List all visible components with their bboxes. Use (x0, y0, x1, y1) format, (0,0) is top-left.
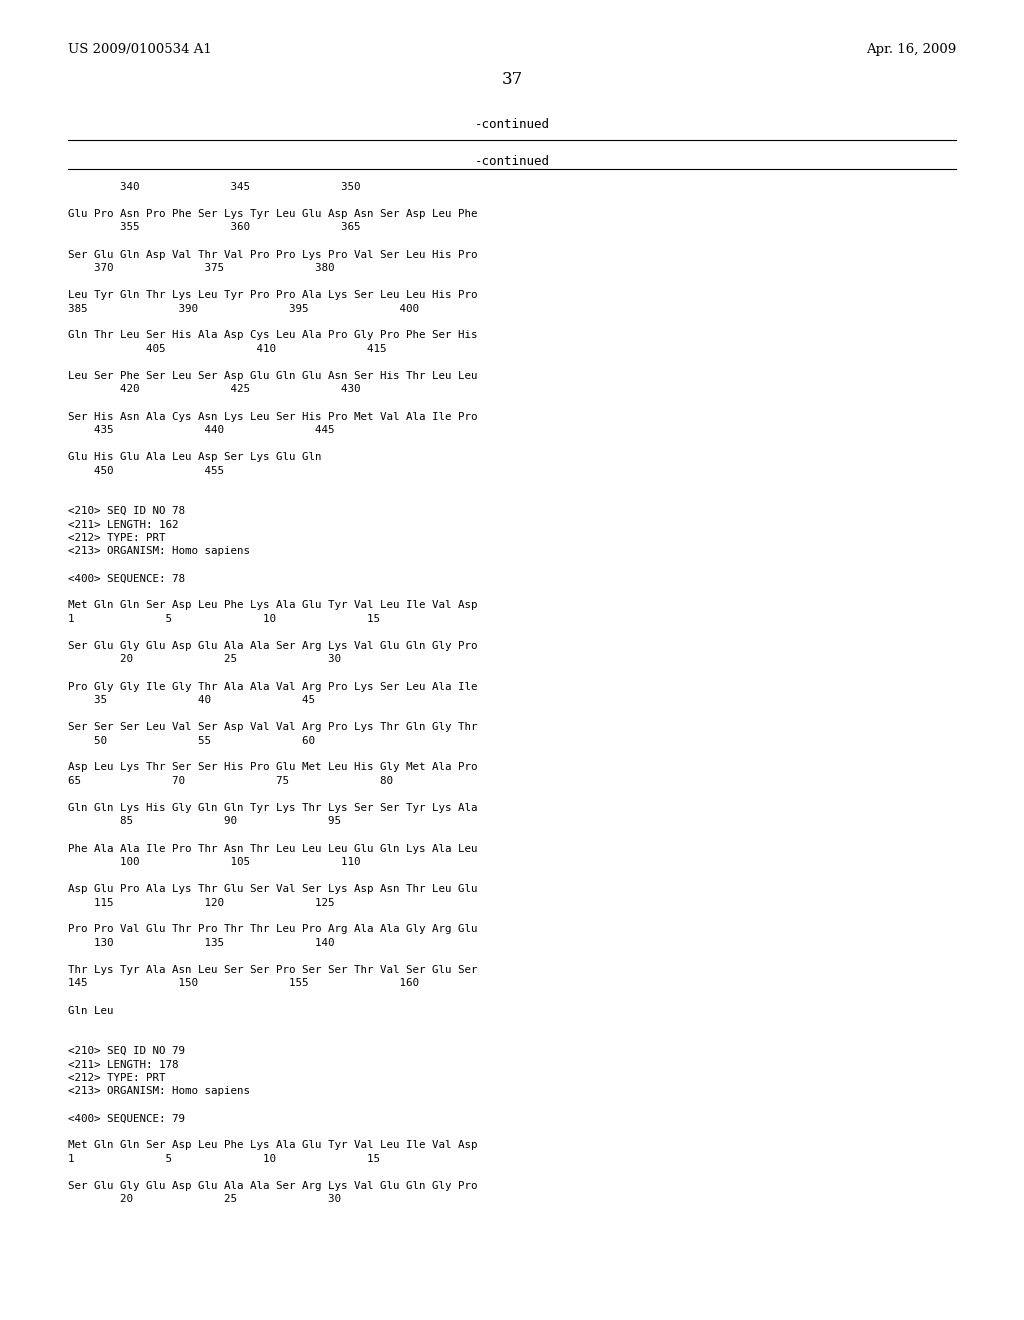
Text: Ser Glu Gly Glu Asp Glu Ala Ala Ser Arg Lys Val Glu Gln Gly Pro: Ser Glu Gly Glu Asp Glu Ala Ala Ser Arg … (68, 642, 477, 651)
Text: Asp Leu Lys Thr Ser Ser His Pro Glu Met Leu His Gly Met Ala Pro: Asp Leu Lys Thr Ser Ser His Pro Glu Met … (68, 763, 477, 772)
Text: -continued: -continued (474, 119, 550, 132)
Text: Thr Lys Tyr Ala Asn Leu Ser Ser Pro Ser Ser Thr Val Ser Glu Ser: Thr Lys Tyr Ala Asn Leu Ser Ser Pro Ser … (68, 965, 477, 975)
Text: Ser Ser Ser Leu Val Ser Asp Val Val Arg Pro Lys Thr Gln Gly Thr: Ser Ser Ser Leu Val Ser Asp Val Val Arg … (68, 722, 477, 733)
Text: <400> SEQUENCE: 78: <400> SEQUENCE: 78 (68, 573, 185, 583)
Text: Asp Glu Pro Ala Lys Thr Glu Ser Val Ser Lys Asp Asn Thr Leu Glu: Asp Glu Pro Ala Lys Thr Glu Ser Val Ser … (68, 884, 477, 894)
Text: Ser His Asn Ala Cys Asn Lys Leu Ser His Pro Met Val Ala Ile Pro: Ser His Asn Ala Cys Asn Lys Leu Ser His … (68, 412, 477, 421)
Text: Glu His Glu Ala Leu Asp Ser Lys Glu Gln: Glu His Glu Ala Leu Asp Ser Lys Glu Gln (68, 451, 322, 462)
Text: 1              5              10              15: 1 5 10 15 (68, 1154, 380, 1164)
Text: 20              25              30: 20 25 30 (68, 1195, 341, 1204)
Text: Phe Ala Ala Ile Pro Thr Asn Thr Leu Leu Leu Glu Gln Lys Ala Leu: Phe Ala Ala Ile Pro Thr Asn Thr Leu Leu … (68, 843, 477, 854)
Text: 37: 37 (502, 71, 522, 88)
Text: <211> LENGTH: 162: <211> LENGTH: 162 (68, 520, 178, 529)
Text: Apr. 16, 2009: Apr. 16, 2009 (865, 44, 956, 57)
Text: Met Gln Gln Ser Asp Leu Phe Lys Ala Glu Tyr Val Leu Ile Val Asp: Met Gln Gln Ser Asp Leu Phe Lys Ala Glu … (68, 1140, 477, 1151)
Text: 100              105              110: 100 105 110 (68, 857, 360, 867)
Text: 1              5              10              15: 1 5 10 15 (68, 614, 380, 624)
Text: Pro Pro Val Glu Thr Pro Thr Thr Leu Pro Arg Ala Ala Gly Arg Glu: Pro Pro Val Glu Thr Pro Thr Thr Leu Pro … (68, 924, 477, 935)
Text: 145              150              155              160: 145 150 155 160 (68, 978, 419, 989)
Text: 130              135              140: 130 135 140 (68, 939, 335, 948)
Text: <400> SEQUENCE: 79: <400> SEQUENCE: 79 (68, 1114, 185, 1123)
Text: Leu Ser Phe Ser Leu Ser Asp Glu Gln Glu Asn Ser His Thr Leu Leu: Leu Ser Phe Ser Leu Ser Asp Glu Gln Glu … (68, 371, 477, 381)
Text: 340              345              350: 340 345 350 (68, 182, 360, 191)
Text: Glu Pro Asn Pro Phe Ser Lys Tyr Leu Glu Asp Asn Ser Asp Leu Phe: Glu Pro Asn Pro Phe Ser Lys Tyr Leu Glu … (68, 209, 477, 219)
Text: Ser Glu Gln Asp Val Thr Val Pro Pro Lys Pro Val Ser Leu His Pro: Ser Glu Gln Asp Val Thr Val Pro Pro Lys … (68, 249, 477, 260)
Text: <211> LENGTH: 178: <211> LENGTH: 178 (68, 1060, 178, 1069)
Text: Gln Leu: Gln Leu (68, 1006, 114, 1015)
Text: 115              120              125: 115 120 125 (68, 898, 335, 908)
Text: <210> SEQ ID NO 79: <210> SEQ ID NO 79 (68, 1045, 185, 1056)
Text: 370              375              380: 370 375 380 (68, 263, 335, 273)
Text: Met Gln Gln Ser Asp Leu Phe Lys Ala Glu Tyr Val Leu Ile Val Asp: Met Gln Gln Ser Asp Leu Phe Lys Ala Glu … (68, 601, 477, 610)
Text: 450              455: 450 455 (68, 466, 224, 475)
Text: 355              360              365: 355 360 365 (68, 223, 360, 232)
Text: 50              55              60: 50 55 60 (68, 735, 315, 746)
Text: 385              390              395              400: 385 390 395 400 (68, 304, 419, 314)
Text: US 2009/0100534 A1: US 2009/0100534 A1 (68, 44, 212, 57)
Text: <210> SEQ ID NO 78: <210> SEQ ID NO 78 (68, 506, 185, 516)
Text: 65              70              75              80: 65 70 75 80 (68, 776, 393, 785)
Text: 435              440              445: 435 440 445 (68, 425, 335, 436)
Text: Gln Thr Leu Ser His Ala Asp Cys Leu Ala Pro Gly Pro Phe Ser His: Gln Thr Leu Ser His Ala Asp Cys Leu Ala … (68, 330, 477, 341)
Text: Ser Glu Gly Glu Asp Glu Ala Ala Ser Arg Lys Val Glu Gln Gly Pro: Ser Glu Gly Glu Asp Glu Ala Ala Ser Arg … (68, 1181, 477, 1191)
Text: Gln Gln Lys His Gly Gln Gln Tyr Lys Thr Lys Ser Ser Tyr Lys Ala: Gln Gln Lys His Gly Gln Gln Tyr Lys Thr … (68, 803, 477, 813)
Text: 420              425              430: 420 425 430 (68, 384, 360, 395)
Text: Pro Gly Gly Ile Gly Thr Ala Ala Val Arg Pro Lys Ser Leu Ala Ile: Pro Gly Gly Ile Gly Thr Ala Ala Val Arg … (68, 681, 477, 692)
Text: Leu Tyr Gln Thr Lys Leu Tyr Pro Pro Ala Lys Ser Leu Leu His Pro: Leu Tyr Gln Thr Lys Leu Tyr Pro Pro Ala … (68, 290, 477, 300)
Text: <213> ORGANISM: Homo sapiens: <213> ORGANISM: Homo sapiens (68, 1086, 250, 1097)
Text: 85              90              95: 85 90 95 (68, 817, 341, 826)
Text: 405              410              415: 405 410 415 (68, 345, 386, 354)
Text: -continued: -continued (474, 154, 550, 168)
Text: 20              25              30: 20 25 30 (68, 655, 341, 664)
Text: <212> TYPE: PRT: <212> TYPE: PRT (68, 533, 166, 543)
Text: <212> TYPE: PRT: <212> TYPE: PRT (68, 1073, 166, 1082)
Text: <213> ORGANISM: Homo sapiens: <213> ORGANISM: Homo sapiens (68, 546, 250, 557)
Text: 35              40              45: 35 40 45 (68, 696, 315, 705)
